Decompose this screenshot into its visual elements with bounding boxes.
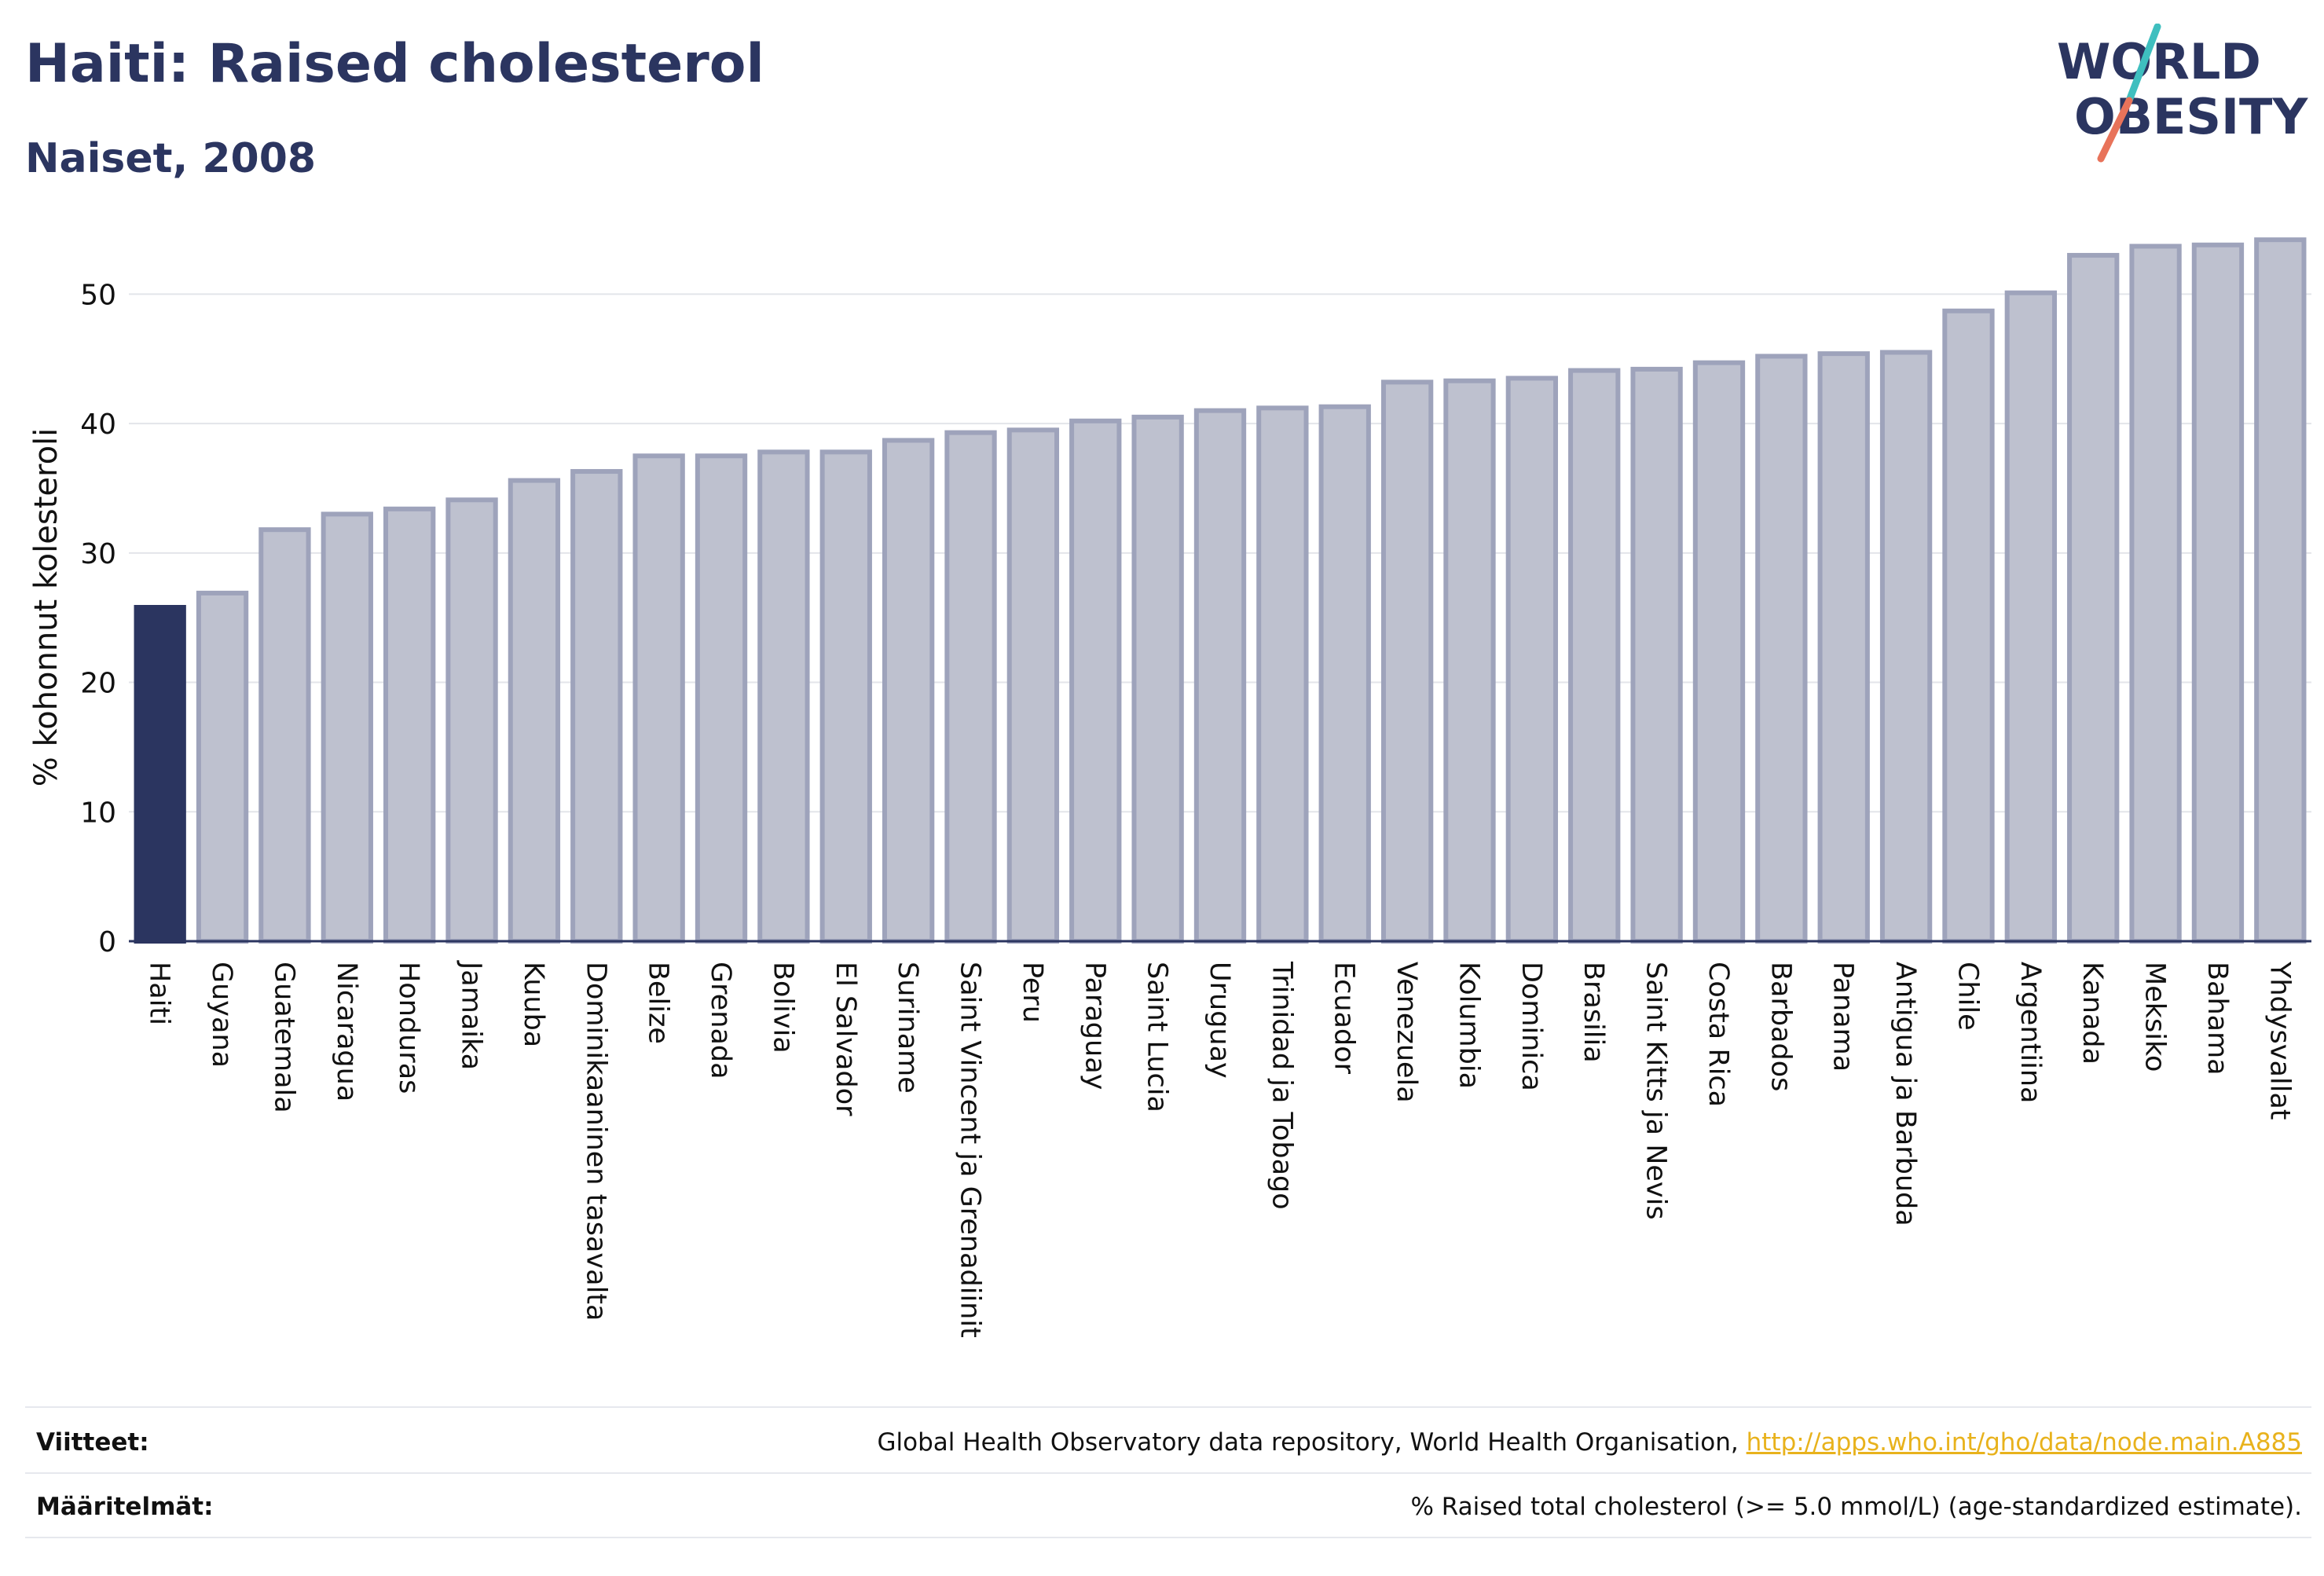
bar-panama	[1817, 351, 1870, 944]
x-tick-label: Haiti	[144, 962, 175, 1025]
x-tick-label: Barbados	[1765, 962, 1796, 1091]
bar-chart: 0 10 20 30 40 50 Haiti Guyana Guatemala Nicaragu…	[28, 237, 2311, 1338]
bar-honduras	[383, 506, 436, 944]
x-tick-label: Saint Kitts ja Nevis	[1640, 962, 1672, 1220]
sources-description: Global Health Observatory data repositor…	[877, 1428, 1747, 1457]
y-tick-label: 50	[80, 279, 116, 311]
x-tick-label: Suriname	[892, 962, 923, 1094]
bar-paraguay	[1069, 418, 1122, 944]
bar-saint-kitts-ja-nevis	[1630, 366, 1683, 944]
x-tick-label: Bolivia	[767, 962, 798, 1054]
bar-ecuador	[1318, 404, 1371, 944]
bar-suriname	[882, 438, 935, 944]
footer-divider-middle	[25, 1472, 2311, 1474]
x-tick-label: Trinidad ja Tobago	[1266, 961, 1297, 1210]
bar-grenada	[695, 453, 748, 944]
bar-guatemala	[258, 527, 311, 944]
bar-kolumbia	[1443, 378, 1496, 944]
logo-slash-teal	[2125, 24, 2161, 104]
bar-costa-rica	[1692, 360, 1746, 944]
chart-subtitle: Naiset, 2008	[25, 135, 317, 182]
bar-nicaragua	[321, 511, 373, 944]
x-tick-label: Guyana	[206, 962, 237, 1068]
x-tick-label: Paraguay	[1079, 962, 1110, 1090]
bar-dominikaaninen-tasavalta	[570, 469, 623, 944]
bar-yhdysvallat	[2254, 237, 2307, 944]
x-tick-label: Peru	[1017, 962, 1048, 1023]
x-tick-label: Brasilia	[1578, 962, 1609, 1063]
sources-link[interactable]: http://apps.who.int/gho/data/node.main.A…	[1746, 1428, 2302, 1457]
logo-word-world: WORLD	[2057, 33, 2261, 90]
x-tick-label: El Salvador	[830, 962, 861, 1116]
footer-divider-bottom	[25, 1537, 2311, 1538]
x-tick-label: Chile	[1952, 962, 1983, 1031]
x-tick-label: Belize	[643, 962, 674, 1044]
bar-meksiko	[2129, 244, 2182, 944]
bar-belize	[632, 453, 685, 944]
bar-bahama	[2191, 242, 2245, 944]
definitions-label: Määritelmät:	[36, 1493, 214, 1521]
x-tick-label: Antigua ja Barbuda	[1890, 962, 1921, 1226]
x-tick-label: Honduras	[393, 962, 424, 1094]
y-tick-label: 0	[98, 926, 116, 958]
sources-text: Global Health Observatory data repositor…	[878, 1428, 2302, 1457]
x-tick-label: Ecuador	[1329, 962, 1360, 1075]
x-tick-label: Argentiina	[2014, 962, 2046, 1103]
logo-slash-red	[2097, 97, 2133, 163]
y-tick-label: 10	[80, 797, 116, 829]
x-axis-labels: Haiti Guyana Guatemala Nicaragua Honduras Jam…	[144, 960, 2296, 1338]
bar-saint-vincent-ja-grenadiinit	[944, 430, 997, 944]
bar-guyana	[196, 590, 249, 944]
y-tick-label: 30	[80, 538, 116, 570]
x-tick-label: Saint Lucia	[1142, 962, 1173, 1112]
x-tick-label: Kolumbia	[1453, 962, 1484, 1089]
bars	[134, 237, 2307, 944]
bar-peru	[1006, 427, 1060, 944]
bar-dominica	[1505, 376, 1559, 944]
bar-bolivia	[757, 449, 810, 944]
x-tick-label: Venezuela	[1391, 962, 1422, 1103]
x-tick-label: Meksiko	[2139, 962, 2171, 1072]
x-tick-label: Kuuba	[518, 962, 549, 1047]
bar-argentiina	[2004, 290, 2057, 944]
x-tick-label: Nicaragua	[331, 962, 362, 1101]
bar-jamaika	[445, 497, 498, 944]
x-tick-label: Kanada	[2077, 962, 2108, 1065]
x-tick-label: Jamaika	[456, 960, 487, 1070]
y-axis-label: % kohonnut kolesteroli	[28, 428, 64, 787]
y-tick-label: 20	[80, 668, 116, 700]
bar-trinidad-ja-tobago	[1256, 405, 1309, 944]
footer-divider-top	[25, 1406, 2311, 1408]
x-tick-label: Dominikaaninen tasavalta	[580, 962, 611, 1321]
bar-barbados	[1755, 354, 1808, 944]
x-tick-label: Guatemala	[268, 962, 299, 1113]
bar-chile	[1942, 308, 1995, 944]
x-tick-label: Yhdysvallat	[2264, 961, 2295, 1120]
bar-haiti	[134, 605, 186, 944]
x-tick-label: Saint Vincent ja Grenadiinit	[955, 962, 986, 1338]
bar-antigua-ja-barbuda	[1879, 350, 1933, 944]
chart-title: Haiti: Raised cholesterol	[25, 33, 764, 95]
bar-uruguay	[1193, 408, 1247, 944]
x-tick-label: Dominica	[1516, 962, 1547, 1091]
x-tick-label: Panama	[1827, 962, 1859, 1072]
bar-venezuela	[1380, 379, 1434, 944]
y-axis-ticks: 0 10 20 30 40 50	[80, 279, 116, 958]
bar-saint-lucia	[1131, 414, 1184, 944]
x-tick-label: Uruguay	[1204, 962, 1235, 1079]
x-tick-label: Bahama	[2201, 962, 2233, 1076]
sources-label: Viitteet:	[36, 1428, 149, 1457]
definitions-text: % Raised total cholesterol (>= 5.0 mmol/…	[1410, 1493, 2302, 1521]
x-tick-label: Grenada	[705, 962, 736, 1079]
bar-el-salvador	[819, 449, 872, 944]
bar-kanada	[2067, 252, 2120, 944]
bar-kuuba	[508, 478, 561, 944]
x-tick-label: Costa Rica	[1703, 962, 1734, 1107]
y-tick-label: 40	[80, 409, 116, 441]
world-obesity-logo: WORLD OBESITY	[2057, 24, 2308, 163]
bar-brasilia	[1568, 368, 1621, 944]
